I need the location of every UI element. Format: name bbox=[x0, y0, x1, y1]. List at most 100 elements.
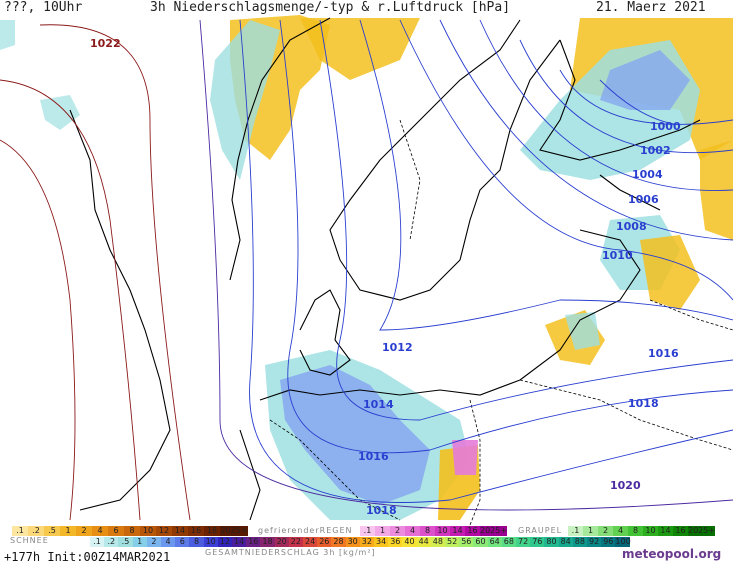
legend-cell: 2025+ bbox=[220, 526, 248, 536]
legend-cell: 1 bbox=[375, 526, 390, 536]
isobar-label: 1016 bbox=[648, 347, 679, 360]
isobar-1010 bbox=[399, 19, 733, 301]
legend-snow-label: SCHNEE bbox=[10, 536, 49, 545]
isobar-label: 1002 bbox=[640, 144, 671, 157]
init-run-label: +177h Init:00Z14MAR2021 bbox=[4, 550, 171, 564]
legend-cell: 96 bbox=[601, 537, 616, 547]
isobar-1002 bbox=[559, 69, 733, 125]
legend-cell: .1 bbox=[12, 526, 28, 536]
isobar-1004 bbox=[519, 39, 733, 154]
isobar-label: 1020 bbox=[610, 479, 641, 492]
legend-cell: 4 bbox=[161, 537, 176, 547]
legend-cell: 14 bbox=[232, 537, 247, 547]
legend-cell: 4 bbox=[613, 526, 628, 536]
legend-cell: 52 bbox=[445, 537, 460, 547]
coast-baltics bbox=[519, 174, 661, 381]
meteopool-logo[interactable]: meteopool.org bbox=[622, 547, 722, 561]
legend-cell: 4 bbox=[92, 526, 108, 536]
legend-cell: 32 bbox=[359, 537, 374, 547]
isobar-1000 bbox=[599, 79, 681, 126]
legend-cell: 80 bbox=[544, 537, 559, 547]
legend-cell: .1 bbox=[568, 526, 583, 536]
legend-cell: 84 bbox=[558, 537, 573, 547]
map-title: 3h Niederschlagsmenge/-typ & r.Luftdruck… bbox=[150, 0, 511, 15]
legend-cell: 14 bbox=[450, 526, 465, 536]
legend-cell: 34 bbox=[374, 537, 389, 547]
coast-germany-poland bbox=[259, 379, 521, 401]
isobar-label: 1018 bbox=[628, 397, 659, 410]
precip-freezing-poland bbox=[452, 440, 478, 475]
legend-cell: 48 bbox=[430, 537, 445, 547]
legend-cell: 22 bbox=[288, 537, 303, 547]
legend-cell: 16 bbox=[246, 537, 261, 547]
coast-uk bbox=[69, 109, 171, 511]
legend-cell: 8 bbox=[420, 526, 435, 536]
legend-cell: 36 bbox=[388, 537, 403, 547]
legend-cell: 76 bbox=[530, 537, 545, 547]
legend-cell: 12 bbox=[217, 537, 232, 547]
legend-cell: 16 bbox=[673, 526, 688, 536]
coast-scandinavia bbox=[229, 17, 561, 301]
isobar-high-2 bbox=[0, 79, 141, 521]
isobar-label: 1022 bbox=[90, 37, 121, 50]
legend-cell: 2025+ bbox=[480, 526, 508, 536]
isobar-1018 bbox=[239, 19, 733, 503]
legend-cell: 100 bbox=[615, 537, 631, 547]
legend-cell: 28 bbox=[331, 537, 346, 547]
legend-cell: 2 bbox=[76, 526, 92, 536]
isobar-label: 1008 bbox=[616, 220, 647, 233]
isobar-1008 bbox=[439, 19, 733, 241]
legend-cell: 10 bbox=[435, 526, 450, 536]
legend-freezing-label: gefrierenderREGEN bbox=[258, 526, 353, 535]
legend-cell: 4 bbox=[405, 526, 420, 536]
legend-cell: 64 bbox=[487, 537, 502, 547]
legend-cell: 26 bbox=[317, 537, 332, 547]
legend-cell: 40 bbox=[402, 537, 417, 547]
legend-cell: 10 bbox=[203, 537, 218, 547]
legend-cell: 24 bbox=[303, 537, 318, 547]
legend-cell: 8 bbox=[628, 526, 643, 536]
isobar-label: 1004 bbox=[632, 168, 663, 181]
isobar-1012 bbox=[359, 19, 733, 331]
precip-heavy-central bbox=[280, 365, 430, 505]
legend-cell: .1 bbox=[90, 537, 105, 547]
legend-cell: 12 bbox=[156, 526, 172, 536]
legend-cell: 88 bbox=[572, 537, 587, 547]
precip-snow-baltic bbox=[640, 235, 700, 310]
precip-areas bbox=[0, 15, 733, 520]
legend-cell: 14 bbox=[658, 526, 673, 536]
legend-cell: 56 bbox=[459, 537, 474, 547]
precip-rain-atlantic2 bbox=[0, 20, 15, 50]
legend-total-label: GESAMTNIEDERSCHLAG 3h [kg/m²] bbox=[205, 548, 376, 557]
precip-snow-north bbox=[300, 18, 420, 80]
precip-rain-norway bbox=[210, 20, 280, 180]
legend-cell: 60 bbox=[473, 537, 488, 547]
legend-cell: 92 bbox=[587, 537, 602, 547]
isobar-1006 bbox=[479, 19, 733, 191]
legend-cell: 44 bbox=[416, 537, 431, 547]
legend-cell: 72 bbox=[516, 537, 531, 547]
legend-cell: 1 bbox=[132, 537, 147, 547]
isobar-label: 1012 bbox=[382, 341, 413, 354]
legend-cell: 14 bbox=[172, 526, 188, 536]
isobar-label: 1010 bbox=[602, 249, 633, 262]
legend-cell: 8 bbox=[189, 537, 204, 547]
legend-cell: 2 bbox=[390, 526, 405, 536]
isobar-label: 1014 bbox=[363, 398, 394, 411]
precip-heavy-finland bbox=[600, 50, 690, 110]
legend-cell: 10 bbox=[140, 526, 156, 536]
legend: .1.2.5 1 2 4 6 8 10 12 14 16 18 2025+ .1 1 2 4 8 10 14 16 2… bbox=[0, 526, 733, 557]
legend-cell: 6 bbox=[108, 526, 124, 536]
map-date: 21. Maerz 2021 bbox=[596, 0, 706, 15]
legend-cell: 16 bbox=[465, 526, 480, 536]
legend-cell: 20 bbox=[274, 537, 289, 547]
isobar-1016 bbox=[279, 19, 733, 454]
legend-cell: 2 bbox=[598, 526, 613, 536]
coast-netherlands bbox=[239, 429, 261, 521]
legend-cell: 2025+ bbox=[688, 526, 716, 536]
coast-finland bbox=[539, 39, 701, 161]
legend-graupel-label: GRAUPEL bbox=[518, 526, 563, 535]
legend-cell: 68 bbox=[501, 537, 516, 547]
isobar-label: 1018 bbox=[366, 504, 397, 517]
